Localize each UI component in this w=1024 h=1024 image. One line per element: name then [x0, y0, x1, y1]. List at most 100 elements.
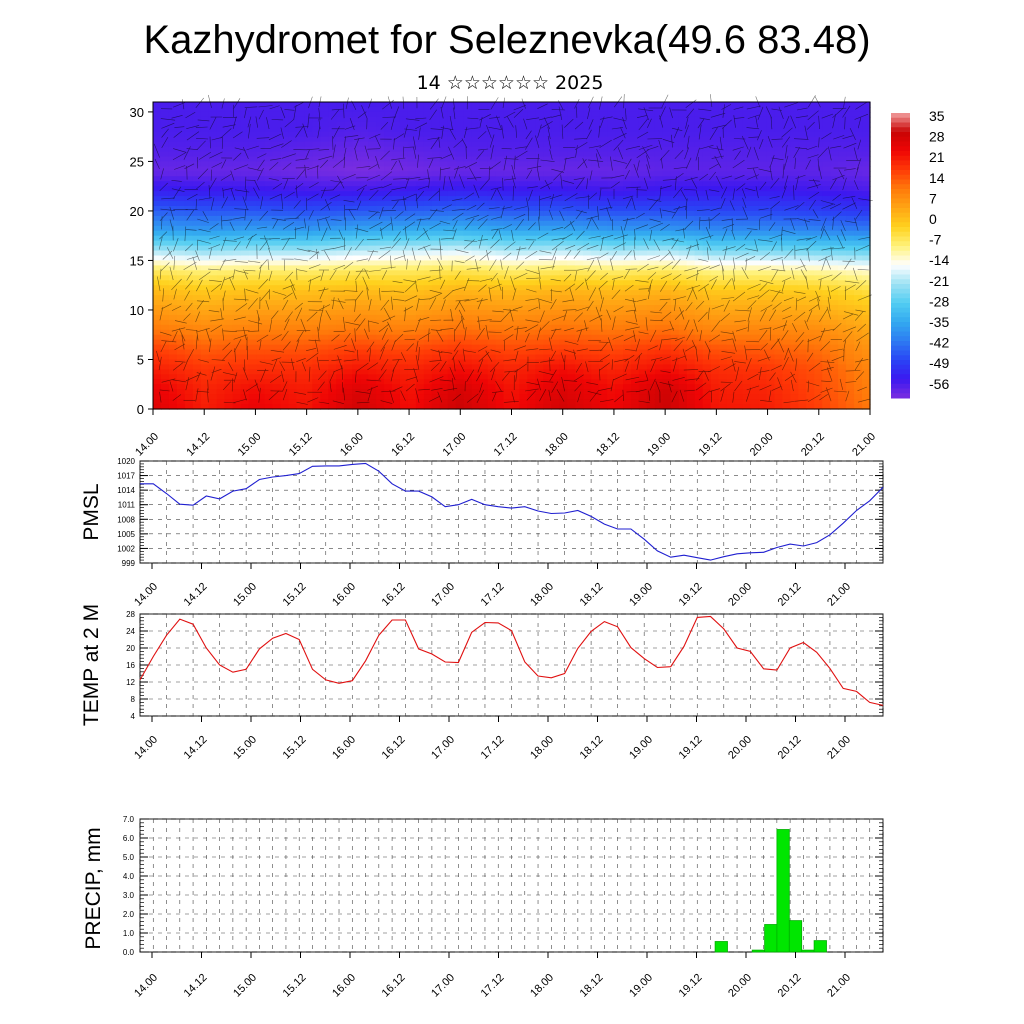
- heatmap-cell: [423, 295, 433, 301]
- heatmap-cell: [750, 309, 760, 316]
- heatmap-cell: [718, 186, 728, 192]
- heatmap-cell: [192, 131, 202, 138]
- heatmap-cell: [160, 309, 170, 316]
- heatmap-cell: [304, 334, 313, 341]
- heatmap-cell: [407, 384, 417, 390]
- heatmap-cell: [176, 126, 186, 133]
- heatmap-cell: [200, 191, 210, 197]
- heatmap-cell: [439, 369, 449, 375]
- heatmap-cell: [360, 285, 369, 291]
- heatmap-cell: [662, 344, 672, 351]
- heatmap-cell: [376, 131, 385, 138]
- heatmap-cell: [790, 240, 799, 247]
- heatmap-cell: [479, 102, 489, 108]
- heatmap-cell: [710, 354, 720, 361]
- heatmap-cell: [344, 191, 353, 197]
- heatmap-cell: [758, 364, 768, 370]
- heatmap-cell: [224, 156, 234, 163]
- heatmap-cell: [216, 349, 226, 356]
- heatmap-cell: [790, 205, 799, 212]
- heatmap-cell: [487, 240, 497, 247]
- heatmap-cell: [535, 106, 544, 113]
- heatmap-cell: [702, 171, 712, 177]
- heatmap-cell: [631, 300, 640, 306]
- heatmap-cell: [718, 196, 728, 202]
- heatmap-cell: [471, 240, 481, 247]
- heatmap-cell: [599, 156, 608, 163]
- heatmap-cell: [511, 290, 521, 296]
- heatmap-cell: [216, 201, 226, 207]
- heatmap-cell: [758, 131, 768, 138]
- heatmap-cell: [200, 344, 210, 351]
- heatmap-cell: [392, 334, 401, 341]
- heatmap-cell: [615, 161, 624, 167]
- heatmap-cell: [471, 404, 481, 410]
- heatmap-cell: [471, 111, 481, 118]
- heatmap-cell: [742, 280, 752, 286]
- heatmap-cell: [232, 235, 242, 242]
- heatmap-cell: [184, 305, 194, 311]
- heatmap-cell: [176, 136, 186, 143]
- heatmap-cell: [184, 404, 194, 410]
- heatmap-cell: [224, 324, 234, 331]
- heatmap-cell: [240, 131, 250, 138]
- heatmap-cell: [511, 245, 521, 252]
- heatmap-cell: [623, 220, 632, 227]
- heatmap-cell: [216, 186, 226, 192]
- heatmap-cell: [678, 305, 688, 311]
- heatmap-cell: [495, 295, 505, 301]
- heatmap-cell: [487, 324, 497, 331]
- heatmap-cell: [511, 255, 521, 262]
- heatmap-cell: [376, 275, 385, 281]
- heatmap-cell: [623, 240, 632, 247]
- heatmap-cell: [758, 404, 768, 410]
- heatmap-cell: [615, 275, 624, 281]
- heatmap-cell: [503, 354, 513, 361]
- heatmap-cell: [455, 102, 465, 108]
- heatmap-cell: [782, 324, 791, 331]
- heatmap-cell: [224, 270, 234, 276]
- heatmap-cell: [623, 205, 632, 212]
- heatmap-cell: [153, 309, 162, 316]
- heatmap-cell: [718, 141, 728, 148]
- heatmap-cell: [463, 324, 473, 331]
- heatmap-cell: [288, 136, 297, 143]
- heatmap-cell: [280, 176, 290, 182]
- heatmap-cell: [232, 181, 242, 187]
- heatmap-cell: [638, 260, 648, 266]
- heatmap-cell: [559, 300, 568, 306]
- heatmap-cell: [336, 141, 345, 148]
- heatmap-cell: [559, 270, 568, 276]
- heatmap-cell: [718, 374, 728, 380]
- heatmap-cell: [734, 171, 744, 177]
- heatmap-cell: [774, 270, 783, 276]
- heatmap-cell: [583, 399, 592, 405]
- heatmap-cell: [216, 141, 226, 148]
- heatmap-cell: [344, 359, 353, 366]
- heatmap-cell: [758, 210, 768, 217]
- heatmap-cell: [248, 225, 258, 232]
- heatmap-cell: [399, 255, 409, 262]
- heatmap-cell: [232, 220, 242, 227]
- heatmap-cell: [216, 329, 226, 336]
- heatmap-cell: [646, 329, 656, 336]
- heatmap-cell: [439, 280, 449, 286]
- heatmap-cell: [407, 379, 417, 385]
- heatmap-cell: [519, 369, 529, 375]
- heatmap-cell: [439, 111, 449, 118]
- heatmap-cell: [248, 300, 258, 306]
- heatmap-cell: [216, 399, 226, 405]
- heatmap-cell: [352, 121, 361, 128]
- heatmap-cell: [431, 220, 441, 227]
- heatmap-cell: [543, 324, 552, 331]
- heatmap-cell: [678, 300, 688, 306]
- heatmap-cell: [272, 399, 282, 405]
- heatmap-cell: [559, 116, 568, 123]
- heatmap-cell: [479, 215, 489, 222]
- heatmap-cell: [248, 339, 258, 346]
- heatmap-cell: [304, 141, 313, 148]
- heatmap-cell: [256, 309, 266, 316]
- heatmap-cell: [710, 181, 720, 187]
- heatmap-cell: [168, 265, 178, 271]
- heatmap-cell: [407, 344, 417, 351]
